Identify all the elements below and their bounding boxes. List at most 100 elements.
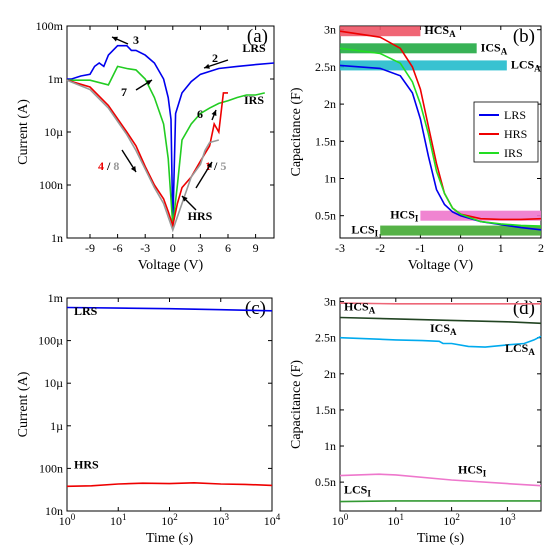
arrow-head [130, 166, 136, 172]
y-tick-label: 1n [51, 231, 63, 245]
x-tick-label: -1 [415, 241, 425, 255]
series-line-irs [67, 65, 265, 226]
y-tick-label: 1m [48, 72, 64, 86]
series-line-hrs [339, 30, 542, 221]
y-tick-label: 3n [324, 23, 336, 37]
state-band [380, 225, 541, 236]
series-line-lcs-a [339, 335, 542, 348]
curve-annotation: 6 [197, 107, 203, 121]
y-tick-label: 100n [39, 178, 63, 192]
panel-c: 100 101 102 103 104 10n 100n 1µ 10µ 100µ 1m Time (s… [16, 291, 281, 546]
x-tick-label: 104 [264, 512, 281, 528]
y-tick-label: 100n [39, 461, 63, 475]
plot-frame [339, 297, 542, 512]
arrow-head [146, 80, 152, 86]
curve-annotation: 2 [212, 51, 218, 65]
x-tick-label: 1 [498, 241, 504, 255]
x-tick-label: 101 [388, 512, 405, 528]
curve-annotation: 1 / 5 [205, 159, 226, 173]
x-tick-label: 9 [253, 241, 259, 255]
y-tick-label: 100m [36, 19, 64, 33]
panel-label: (b) [513, 26, 535, 47]
arrow-head [182, 196, 188, 202]
y-axis-label: Current (A) [16, 371, 31, 437]
curve-annotation: 3 [133, 33, 139, 47]
y-tick-label: 1n [324, 439, 336, 453]
series-line-irs [339, 47, 542, 227]
state-band [340, 60, 507, 71]
y-tick-label: 2n [324, 367, 336, 381]
series-line-lrs [67, 44, 275, 226]
plot-frame [339, 25, 542, 239]
y-tick-label: 1n [324, 171, 336, 185]
curve-label: LCSA [505, 341, 535, 357]
x-tick-label: -2 [375, 241, 385, 255]
y-tick-label: 1m [48, 291, 64, 305]
y-tick-label: 0.5n [315, 475, 336, 489]
curve-label: HCSA [344, 299, 376, 315]
y-axis-label: Capacitance (F) [289, 360, 304, 449]
series-line-hrs-gray [66, 79, 220, 233]
y-tick-label: 2n [324, 97, 336, 111]
curve-label: HCSI [458, 462, 487, 478]
curve-annotation: IRS [244, 93, 264, 107]
plot-frame [66, 297, 273, 512]
band-label: LCSI [351, 223, 378, 239]
y-axis-label: Current (A) [16, 99, 31, 165]
curve-annotation: HRS [74, 457, 99, 471]
series-line-lcs-i [339, 500, 541, 503]
x-tick-label: -3 [140, 241, 150, 255]
x-tick-label: 3 [197, 241, 203, 255]
x-tick-label: -6 [113, 241, 123, 255]
curve-annotation: 7 [121, 85, 127, 99]
band-label: LCSA [511, 57, 541, 73]
y-tick-label: 3n [324, 295, 336, 309]
curve-label: LCSI [344, 483, 371, 499]
x-tick-label: 0 [458, 241, 464, 255]
curve-annotation: 4 / 8 [98, 159, 119, 173]
x-tick-label: 6 [225, 241, 231, 255]
curve-annotation: LRS [74, 304, 98, 318]
x-tick-label: -9 [85, 241, 95, 255]
x-tick-label: 2 [538, 241, 544, 255]
legend-label: IRS [504, 146, 523, 160]
series-line-hcs-i [339, 473, 542, 487]
series-line-hrs [66, 79, 228, 229]
series-line-hcs-a [339, 302, 541, 305]
panel-a: -9 -6 -3 0 3 6 9 1n 100n 10µ 1m 100m Voltage (V) Curr… [16, 19, 275, 273]
x-tick-label: 103 [213, 512, 230, 528]
y-tick-label: 10µ [44, 376, 63, 390]
legend-label: LRS [504, 108, 526, 122]
panel-b: -3 -2 -1 0 1 2 0.5n 1n 1.5n 2n 2.5n 3n Voltage (V) Ca… [289, 23, 544, 273]
series-line-ics-a [339, 316, 542, 325]
band-label: HCSA [424, 23, 456, 39]
curve-annotation: HRS [188, 209, 213, 223]
x-tick-label: 100 [59, 512, 76, 528]
x-tick-label: -3 [335, 241, 345, 255]
arrow-head [112, 36, 118, 42]
x-tick-label: 0 [170, 241, 176, 255]
panel-d: 100 101 102 103 0.5n 1n 1.5n 2n 2.5n 3n Time (s) Ca… [289, 295, 542, 546]
x-tick-label: 102 [161, 512, 178, 528]
y-tick-label: 1.5n [315, 403, 336, 417]
legend-label: HRS [504, 127, 527, 141]
band-label: HCSI [390, 208, 419, 224]
curve-label: ICSA [430, 321, 457, 337]
panel-label: (d) [513, 298, 535, 319]
state-band [340, 26, 421, 37]
y-tick-label: 10µ [44, 125, 63, 139]
panel-label: (c) [245, 298, 266, 319]
band-label: ICSA [481, 40, 508, 56]
y-tick-label: 10n [45, 504, 63, 518]
y-axis-label: Capacitance (F) [289, 87, 304, 176]
x-tick-label: 103 [499, 512, 516, 528]
y-tick-label: 2.5n [315, 60, 336, 74]
y-tick-label: 0.5n [315, 209, 336, 223]
series-line-lrs [66, 306, 273, 312]
y-tick-label: 1.5n [315, 134, 336, 148]
panel-label: (a) [247, 26, 268, 47]
x-axis-label: Voltage (V) [408, 258, 474, 273]
y-tick-label: 2.5n [315, 331, 336, 345]
arrow-head [204, 63, 210, 69]
